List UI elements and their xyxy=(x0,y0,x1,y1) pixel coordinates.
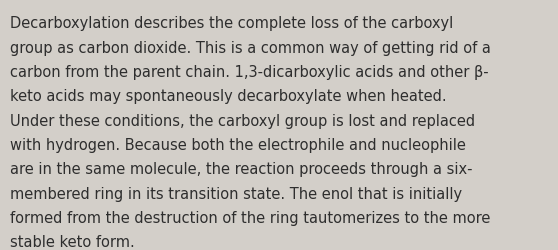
Text: carbon from the parent chain. 1,3-dicarboxylic acids and other β-: carbon from the parent chain. 1,3-dicarb… xyxy=(10,65,489,80)
Text: are in the same molecule, the reaction proceeds through a six-: are in the same molecule, the reaction p… xyxy=(10,162,473,177)
Text: Decarboxylation describes the complete loss of the carboxyl: Decarboxylation describes the complete l… xyxy=(10,16,453,31)
Text: Under these conditions, the carboxyl group is lost and replaced: Under these conditions, the carboxyl gro… xyxy=(10,113,475,128)
Text: group as carbon dioxide. This is a common way of getting rid of a: group as carbon dioxide. This is a commo… xyxy=(10,40,491,56)
Text: membered ring in its transition state. The enol that is initially: membered ring in its transition state. T… xyxy=(10,186,462,201)
Text: keto acids may spontaneously decarboxylate when heated.: keto acids may spontaneously decarboxyla… xyxy=(10,89,446,104)
Text: with hydrogen. Because both the electrophile and nucleophile: with hydrogen. Because both the electrop… xyxy=(10,138,466,152)
Text: stable keto form.: stable keto form. xyxy=(10,234,135,250)
Text: formed from the destruction of the ring tautomerizes to the more: formed from the destruction of the ring … xyxy=(10,210,490,225)
